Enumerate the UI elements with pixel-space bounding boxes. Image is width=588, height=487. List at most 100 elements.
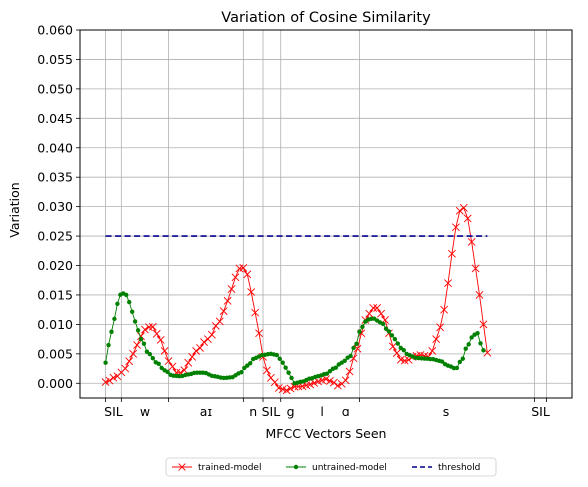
y-tick-label: 0.020 <box>37 258 73 273</box>
data-point-x <box>341 376 350 385</box>
data-point-x <box>377 309 386 318</box>
data-point-x <box>373 303 382 312</box>
data-point-x <box>152 329 161 338</box>
legend-box <box>165 457 497 477</box>
data-point-x <box>215 317 224 326</box>
data-point-dot <box>147 351 153 357</box>
data-point-x <box>129 349 138 358</box>
data-point-dot <box>112 316 117 322</box>
data-point-dot <box>280 360 285 365</box>
plot-frame <box>79 29 573 399</box>
data-point-x <box>471 264 480 273</box>
data-point-x <box>141 325 149 334</box>
data-point-x <box>168 362 177 371</box>
data-point-x <box>223 296 232 305</box>
data-point-dot <box>156 361 161 366</box>
grid <box>80 29 572 398</box>
x-tick-label: ɑ <box>342 404 350 419</box>
series-layer <box>101 203 492 395</box>
legend: trained-model untrained-model threshold <box>165 457 497 477</box>
data-point-x <box>436 323 445 332</box>
x-tick-label: l <box>320 404 323 419</box>
data-point-x <box>444 279 452 288</box>
x-tick-label: SIL <box>262 404 281 419</box>
data-point-x <box>345 367 354 376</box>
data-point-x <box>121 364 130 373</box>
data-point-x <box>160 346 169 355</box>
data-point-x <box>207 330 216 339</box>
data-point-x <box>219 307 228 316</box>
axes: 0.000 0.005 0.010 0.015 0.020 0.025 0.030 0.035… <box>37 23 550 420</box>
data-point-x <box>263 366 271 375</box>
data-point-dot <box>392 336 398 342</box>
data-point-x <box>180 366 189 375</box>
data-point-x <box>451 223 460 232</box>
data-point-x <box>270 378 279 387</box>
legend-label: untrained-model <box>312 463 387 473</box>
data-point-x <box>251 308 260 317</box>
data-point-x <box>243 270 252 279</box>
data-point-dot <box>475 331 480 336</box>
data-point-x <box>184 358 193 367</box>
data-point-dot <box>351 345 356 351</box>
data-point-x <box>459 203 468 212</box>
data-point-x <box>188 352 197 361</box>
x-tick-label: g <box>287 404 295 419</box>
y-tick-label: 0.005 <box>37 346 73 361</box>
data-point-dot <box>103 360 108 365</box>
data-point-x <box>392 349 401 358</box>
data-point-dot <box>144 349 150 354</box>
data-point-dot <box>138 336 144 342</box>
data-point-dot <box>124 292 129 298</box>
legend-entry: threshold <box>412 463 480 473</box>
data-point-dot <box>469 335 474 340</box>
data-point-x <box>365 309 374 318</box>
data-point-dot <box>357 329 362 334</box>
y-tick-label: 0.015 <box>37 287 73 302</box>
data-point-dot <box>463 346 468 351</box>
data-point-dot <box>289 375 294 381</box>
y-tick-label: 0.040 <box>37 140 73 155</box>
legend-marker <box>178 463 186 471</box>
data-point-dot <box>159 365 164 371</box>
data-point-dot <box>327 369 333 374</box>
data-point-dot <box>150 356 156 361</box>
data-point-dot <box>439 359 445 364</box>
data-point-dot <box>401 347 406 353</box>
x-axis-label: MFCC Vectors Seen <box>266 426 387 441</box>
data-point-dot <box>115 301 120 306</box>
data-point-x <box>133 341 141 349</box>
data-point-dot <box>354 341 359 347</box>
x-tick-label: n <box>249 404 257 419</box>
data-point-x <box>333 381 342 390</box>
data-point-dot <box>481 348 486 353</box>
legend-label: threshold <box>438 463 480 473</box>
data-point-dot <box>466 342 471 347</box>
y-tick-label: 0.035 <box>37 170 73 185</box>
data-point-dot <box>277 356 282 362</box>
data-point-dot <box>109 329 114 334</box>
legend-marker <box>293 464 299 470</box>
data-point-dot <box>395 341 401 346</box>
data-point-dot <box>460 356 465 361</box>
data-point-x <box>125 357 134 366</box>
data-point-x <box>255 329 264 338</box>
data-point-x <box>479 320 488 329</box>
data-point-x <box>440 305 448 314</box>
data-point-dot <box>248 361 253 366</box>
data-point-dot <box>348 353 353 359</box>
series-trained-model <box>101 203 492 395</box>
y-tick-label: 0.010 <box>37 317 73 332</box>
data-point-dot <box>380 321 386 327</box>
legend-entry: untrained-model <box>286 463 387 473</box>
data-point-x <box>475 291 484 299</box>
data-point-x <box>239 263 248 272</box>
data-point-x <box>231 273 240 282</box>
data-point-dot <box>386 329 392 334</box>
data-point-dot <box>457 359 463 365</box>
y-axis-label: Variation <box>7 182 22 237</box>
data-point-x <box>428 346 437 355</box>
data-point-x <box>164 357 173 365</box>
